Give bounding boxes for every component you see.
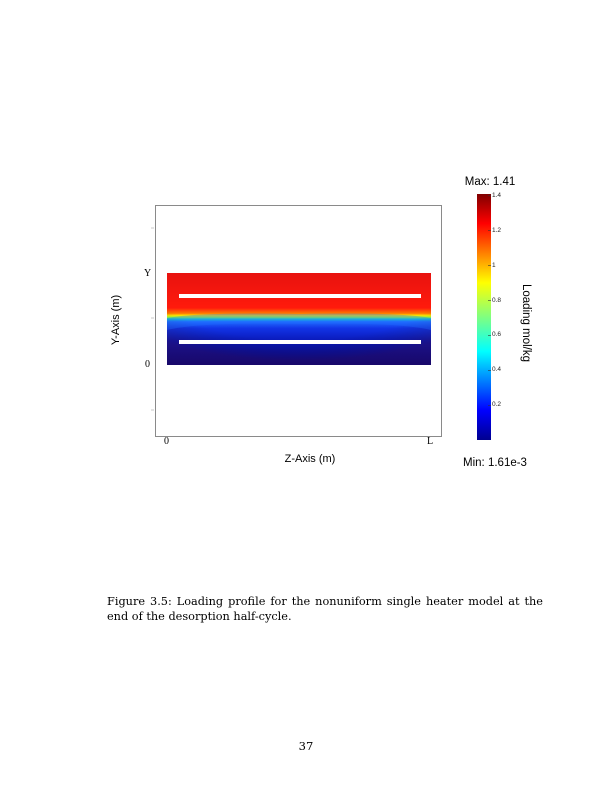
transition-band bbox=[167, 313, 431, 330]
contour-edge-shading bbox=[167, 273, 431, 365]
colorbar-tick-label: 0.4 bbox=[492, 366, 502, 374]
colorbar-max-label: Max: 1.41 bbox=[464, 176, 516, 188]
colorbar bbox=[477, 194, 491, 440]
y-axis-label: Y-Axis (m) bbox=[110, 294, 122, 346]
figure-caption: Figure 3.5: Loading profile for the nonu… bbox=[107, 595, 543, 623]
page-number: 37 bbox=[298, 739, 314, 753]
upper-heater-line bbox=[179, 294, 421, 298]
z-tick-end: L bbox=[427, 436, 434, 447]
colorbar-tick-label: 1.4 bbox=[492, 191, 502, 199]
y-tick-top: Y bbox=[144, 268, 152, 279]
z-axis-label: Z-Axis (m) bbox=[284, 453, 336, 465]
colorbar-tick-label: 1 bbox=[492, 261, 496, 269]
y-tick-zero: 0 bbox=[145, 359, 150, 370]
colorbar-tick-label: 0.6 bbox=[492, 331, 502, 339]
colorbar-tick-label: 0.2 bbox=[492, 401, 502, 409]
colorbar-unit-label: Loading mol/kg bbox=[520, 284, 532, 362]
colorbar-ticks bbox=[488, 195, 491, 406]
z-tick-zero: 0 bbox=[164, 436, 169, 447]
colorbar-min-label: Min: 1.61e-3 bbox=[463, 457, 527, 469]
colorbar-tick-label: 0.8 bbox=[492, 296, 502, 304]
frame-ticks bbox=[151, 227, 154, 411]
lower-heater-line bbox=[179, 340, 421, 344]
colorbar-tick-label: 1.2 bbox=[492, 226, 502, 234]
